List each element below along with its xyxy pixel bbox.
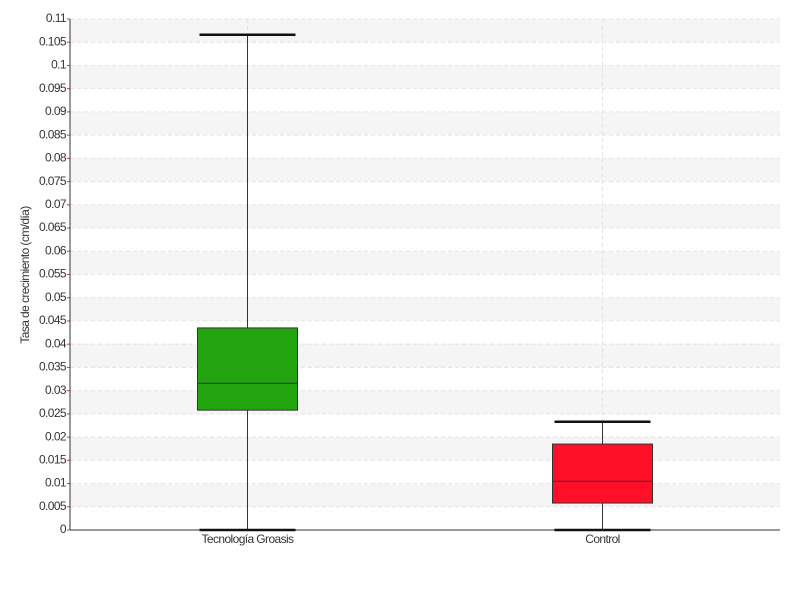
y-tick-label: 0.03	[45, 383, 67, 397]
grid-band	[70, 437, 780, 461]
y-tick-label: 0.02	[45, 429, 67, 443]
y-tick-label: 0.095	[39, 81, 67, 95]
y-tick-label: 0.075	[39, 174, 67, 188]
y-tick-label: 0.04	[45, 336, 67, 350]
y-tick-label: 0.025	[39, 406, 67, 420]
grid-band	[70, 158, 780, 182]
y-tick-label: 0.01	[45, 476, 67, 490]
y-tick-label: 0.05	[45, 290, 67, 304]
y-tick-label: 0.105	[39, 34, 67, 48]
y-tick-label: 0.07	[45, 197, 67, 211]
box	[552, 443, 653, 504]
grid-band	[70, 390, 780, 414]
x-tick-label: Control	[585, 532, 619, 546]
grid-band	[70, 344, 780, 368]
box	[197, 327, 298, 411]
y-tick-label: 0.11	[46, 11, 67, 25]
grid-band	[70, 483, 780, 507]
y-tick-label: 0.015	[39, 452, 67, 466]
y-tick-label: 0.09	[45, 104, 67, 118]
grid-band	[70, 19, 780, 43]
y-tick-label: 0.045	[39, 313, 67, 327]
y-tick-label: 0.1	[51, 58, 67, 72]
x-tick-label: Tecnología Groasis	[202, 532, 295, 546]
grid-band	[70, 65, 780, 89]
y-tick-label: 0	[60, 522, 67, 536]
grid-band	[70, 297, 780, 321]
y-tick-label: 0.065	[39, 220, 67, 234]
y-tick-label: 0.005	[39, 499, 67, 513]
grid-band	[70, 111, 780, 136]
y-tick-label: 0.055	[39, 267, 67, 281]
y-axis-label: Tasa de crecimiento (cm/día)	[18, 206, 32, 344]
y-tick-label: 0.085	[39, 127, 67, 141]
grid-band	[70, 204, 780, 229]
grid-band	[70, 251, 780, 275]
y-tick-label: 0.06	[45, 243, 67, 257]
y-tick-label: 0.035	[39, 360, 67, 374]
y-tick-label: 0.08	[45, 151, 67, 165]
